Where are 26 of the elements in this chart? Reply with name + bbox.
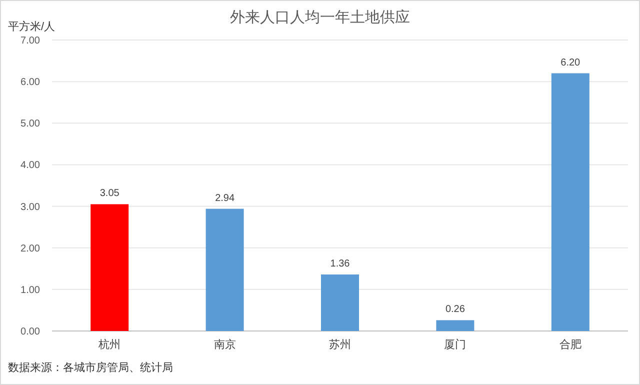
y-tick-label: 2.00 (20, 243, 40, 254)
x-tick-label: 合肥 (559, 338, 582, 351)
bar (90, 204, 129, 331)
source-note: 数据来源：各城市房管局、统计局 (8, 361, 173, 374)
bar (436, 320, 474, 331)
y-axis-title: 平方米/人 (8, 20, 56, 33)
data-label: 0.26 (445, 304, 466, 316)
data-label: 3.05 (100, 188, 120, 200)
x-tick-label: 南京 (214, 338, 236, 351)
x-tick-label: 苏州 (329, 338, 351, 351)
x-tick-label: 厦门 (444, 338, 466, 351)
data-label: 2.94 (215, 192, 235, 204)
y-tick-label: 1.00 (20, 284, 40, 296)
bar (321, 274, 359, 331)
y-tick-label: 3.00 (20, 202, 40, 213)
data-label: 1.36 (330, 258, 350, 270)
y-tick-label: 5.00 (20, 118, 40, 130)
y-tick-label: 6.00 (20, 77, 40, 88)
y-tick-label: 0.00 (20, 326, 40, 338)
bar (551, 73, 590, 331)
bar (206, 208, 244, 331)
chart-title: 外来人口人均一年土地供应 (230, 9, 410, 26)
y-tick-label: 4.00 (20, 160, 40, 172)
y-tick-label: 7.00 (20, 36, 40, 46)
x-tick-label: 杭州 (98, 338, 121, 351)
data-label: 6.20 (560, 57, 581, 68)
